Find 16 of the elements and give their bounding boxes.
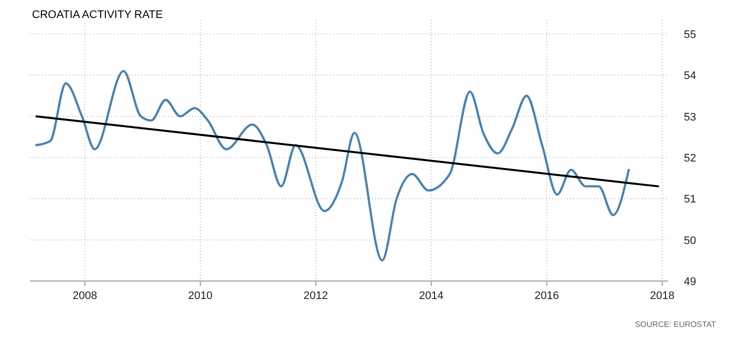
x-tick-label: 2016 [534,290,559,302]
y-tick-label: 52 [684,152,696,164]
y-tick-label: 55 [684,29,696,41]
y-tick-label: 49 [684,276,696,288]
x-tick-label: 2010 [188,290,213,302]
x-tick-label: 2014 [419,290,444,302]
y-tick-label: 53 [684,111,696,124]
x-tick-label: 2018 [650,290,674,302]
source-note: SOURCE: EUROSTAT [634,320,716,329]
line-series [35,70,630,262]
y-tick-label: 54 [684,70,696,82]
x-tick-label: 2012 [304,290,328,302]
chart-title: CROATIA ACTIVITY RATE [32,9,163,21]
y-tick-label: 51 [684,194,696,206]
x-tick-label: 2008 [72,290,98,302]
y-tick-label: 50 [684,234,696,247]
